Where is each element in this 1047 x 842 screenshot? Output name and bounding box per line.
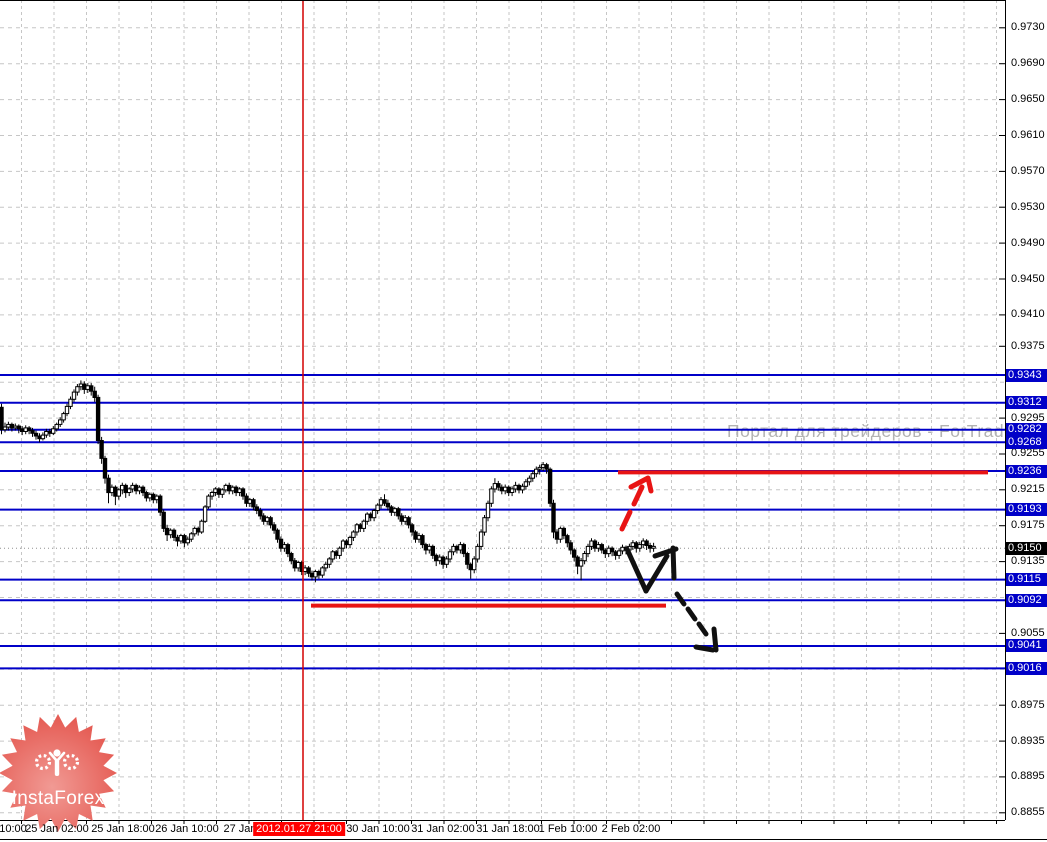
instaforex-starburst-icon [0,714,117,832]
instaforex-logo-label: InstaForex [11,788,105,809]
v-gridlines [21,0,997,824]
red-up-arrow [619,475,654,532]
black-up-arrow [624,545,679,594]
red-trend-lines [311,470,988,608]
watermark-text: Портал для трейдеров - ForTrader.ru [727,421,1005,441]
level-lines [0,374,1005,670]
black-down-arrow [674,591,719,653]
h-gridlines [0,27,1005,814]
instaforex-man-gears-icon [34,749,80,776]
candles [0,380,656,583]
instaforex-logo: InstaForex [0,712,119,834]
